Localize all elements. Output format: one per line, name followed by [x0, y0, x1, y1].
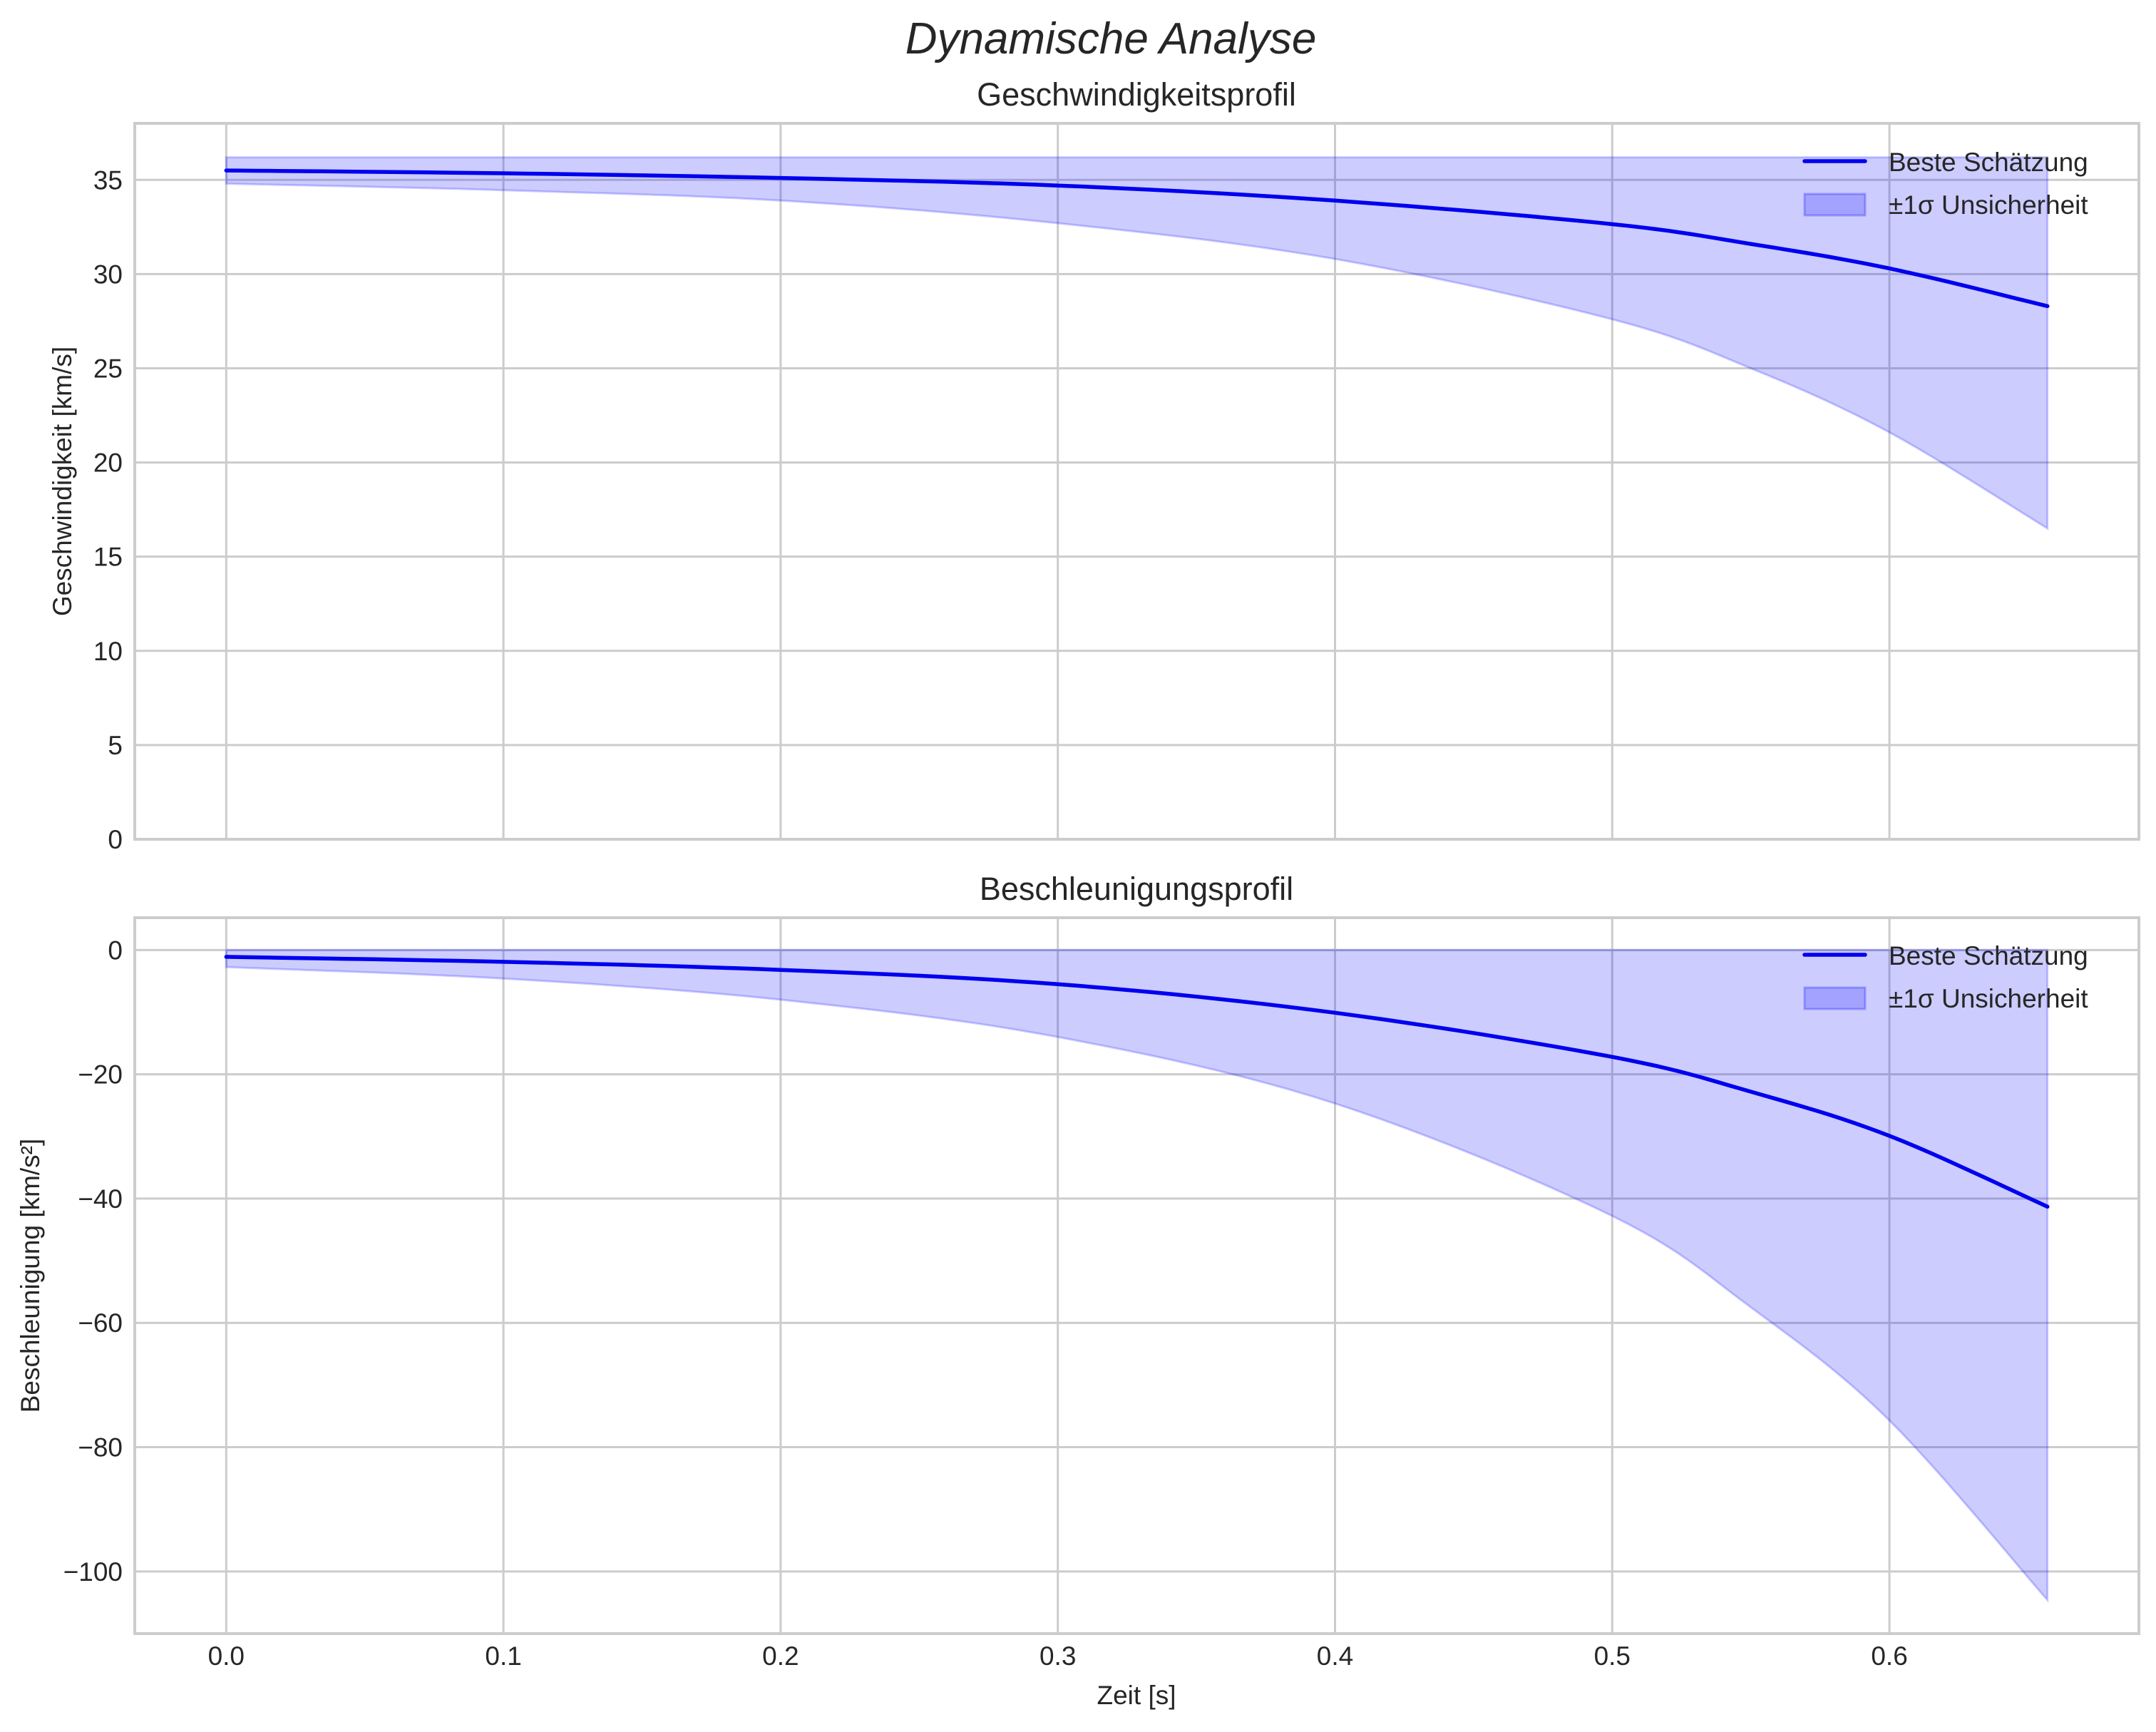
- uncertainty-band: [225, 156, 2049, 531]
- legend-band-swatch: [1803, 986, 1867, 1010]
- legend-band-swatch: [1803, 193, 1867, 217]
- x-tick-label: 0.4: [1317, 1641, 1353, 1671]
- acceleration-legend: Beste Schätzung ±1σ Unsicherheit: [1802, 941, 2088, 1013]
- y-tick-label: −40: [78, 1184, 123, 1214]
- y-tick-label: 5: [108, 731, 123, 760]
- best-estimate-line: [224, 955, 2050, 1209]
- y-tick-label: 30: [93, 260, 123, 289]
- velocity-ticks: 0 5 10 15 20 25 30 35: [93, 165, 123, 854]
- acceleration-data: [224, 948, 2050, 1603]
- x-tick-label: 0.5: [1594, 1641, 1631, 1671]
- x-tick-label: 0.1: [485, 1641, 521, 1671]
- acceleration-plot-title: Beschleunigungsprofil: [980, 871, 1293, 907]
- velocity-plot: Geschwindigkeitsprofil 0 5 10 15 20 25 30 35 Ge…: [48, 76, 2140, 854]
- acceleration-y-axis-label: Beschleunigung [km/s²]: [16, 1139, 45, 1413]
- x-tick-label: 0.0: [208, 1641, 245, 1671]
- x-tick-label: 0.6: [1871, 1641, 1907, 1671]
- y-tick-label: −60: [78, 1308, 123, 1338]
- uncertainty-band: [225, 948, 2049, 1603]
- figure-title: Dynamische Analyse: [905, 14, 1317, 63]
- acceleration-axes-frame: [133, 916, 2140, 1635]
- velocity-data: [224, 156, 2050, 531]
- acceleration-grid: [135, 918, 2139, 1634]
- acceleration-ticks: 0.0 0.1 0.2 0.3 0.4 0.5 0.6 −100 −80 −60 −40 −20 0: [63, 936, 1908, 1671]
- x-tick-label: 0.3: [1040, 1641, 1076, 1671]
- legend-label-uncertainty: ±1σ Unsicherheit: [1889, 190, 2088, 220]
- acceleration-plot: Beschleunigungsprofil 0.0 0.1 0.2 0.3 0.4 0.5…: [16, 871, 2140, 1710]
- y-tick-label: 25: [93, 354, 123, 383]
- y-tick-label: −100: [63, 1557, 123, 1587]
- velocity-grid: [135, 123, 2139, 841]
- y-tick-label: 10: [93, 637, 123, 666]
- legend-label-uncertainty: ±1σ Unsicherheit: [1889, 984, 2088, 1013]
- velocity-axes-frame: [133, 122, 2140, 841]
- y-tick-label: 0: [108, 936, 123, 965]
- x-axis-label: Zeit [s]: [1097, 1681, 1176, 1710]
- velocity-y-axis-label: Geschwindigkeit [km/s]: [48, 347, 77, 616]
- legend-label-best-estimate: Beste Schätzung: [1889, 941, 2088, 970]
- x-tick-label: 0.2: [762, 1641, 799, 1671]
- y-tick-label: −80: [78, 1433, 123, 1462]
- velocity-legend: Beste Schätzung ±1σ Unsicherheit: [1802, 148, 2088, 220]
- y-tick-label: 20: [93, 449, 123, 478]
- y-tick-label: 35: [93, 165, 123, 195]
- legend-label-best-estimate: Beste Schätzung: [1889, 148, 2088, 177]
- y-tick-label: 15: [93, 543, 123, 572]
- velocity-plot-title: Geschwindigkeitsprofil: [977, 76, 1296, 113]
- y-tick-label: 0: [108, 825, 123, 854]
- best-estimate-line: [224, 168, 2050, 309]
- y-tick-label: −20: [78, 1060, 123, 1090]
